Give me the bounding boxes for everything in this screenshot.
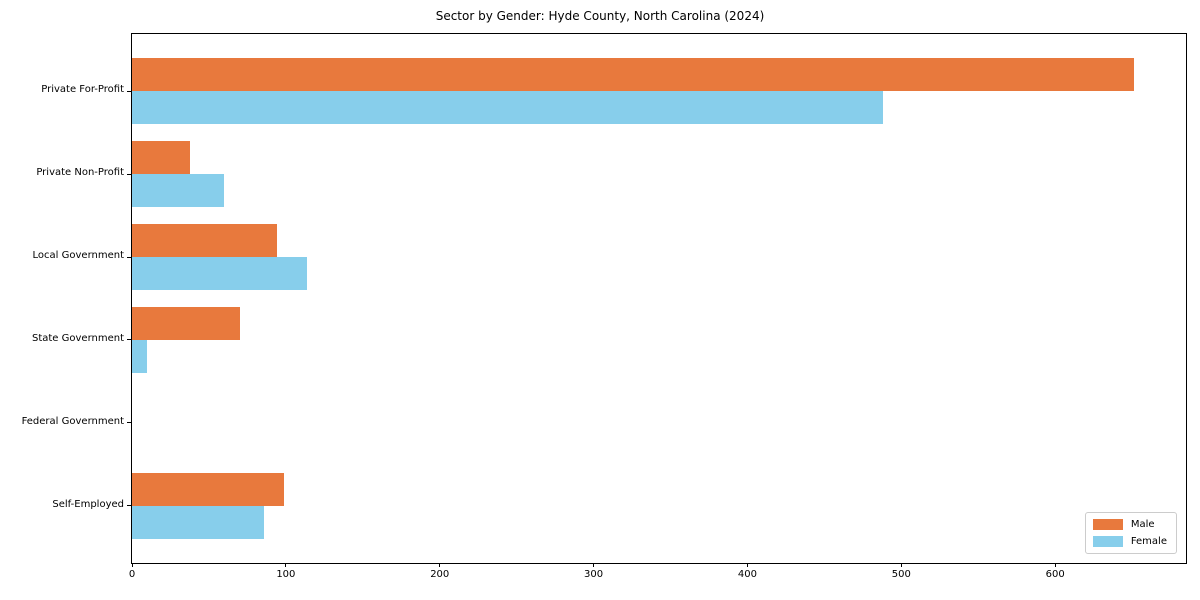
bar-male-0 <box>132 58 1134 92</box>
legend-entry-male: Male <box>1092 519 1167 530</box>
plot-area: Male Female 0 100 200 300 400 500 600 Private F… <box>22 33 1187 580</box>
bar-male-2 <box>132 223 277 258</box>
x-axis-tick <box>285 563 287 567</box>
y-axis-tick-label: Private Non-Profit <box>36 167 124 179</box>
legend-swatch-male <box>1092 519 1123 530</box>
legend-entry-female: Female <box>1092 536 1167 547</box>
x-axis-tick <box>1054 563 1056 567</box>
x-axis-tick-label: 600 <box>1045 569 1065 580</box>
bar-male-1 <box>132 140 191 175</box>
bar-male-5 <box>132 472 285 506</box>
chart-title: Sector by Gender: Hyde County, North Car… <box>435 9 765 23</box>
y-axis-tick <box>127 339 131 341</box>
bar-female-0 <box>132 91 883 125</box>
bar-male-3 <box>132 306 240 340</box>
y-axis-tick <box>127 505 131 507</box>
y-axis-tick-label: Local Government <box>32 250 124 262</box>
bar-female-1 <box>132 174 225 208</box>
x-axis-tick <box>593 563 595 567</box>
x-axis-tick <box>439 563 441 567</box>
x-axis-tick-label: 500 <box>891 569 911 580</box>
x-axis-tick <box>746 563 748 567</box>
x-axis-tick <box>900 563 902 567</box>
y-axis-tick <box>127 422 131 424</box>
bar-female-3 <box>132 339 148 374</box>
y-axis-tick-label: Federal Government <box>21 415 124 427</box>
legend-label-male: Male <box>1130 519 1155 530</box>
x-axis-tick <box>131 563 133 567</box>
bar-female-5 <box>132 505 265 539</box>
y-axis-tick-label: Self-Employed <box>52 498 124 510</box>
x-axis-tick-label: 100 <box>276 569 296 580</box>
y-axis-tick <box>127 256 131 258</box>
legend-swatch-female <box>1092 536 1123 547</box>
y-axis-tick-label: Private For-Profit <box>41 84 124 96</box>
bar-female-2 <box>132 257 308 291</box>
y-axis-tick <box>127 90 131 92</box>
x-axis-tick-label: 200 <box>430 569 450 580</box>
x-axis-tick-label: 300 <box>584 569 604 580</box>
x-axis-tick-label: 0 <box>128 569 136 580</box>
legend-label-female: Female <box>1130 536 1167 547</box>
y-axis-tick <box>127 173 131 175</box>
legend: Male Female <box>1084 512 1177 554</box>
x-axis-tick-label: 400 <box>737 569 758 580</box>
y-axis-tick-label: State Government <box>31 332 124 344</box>
